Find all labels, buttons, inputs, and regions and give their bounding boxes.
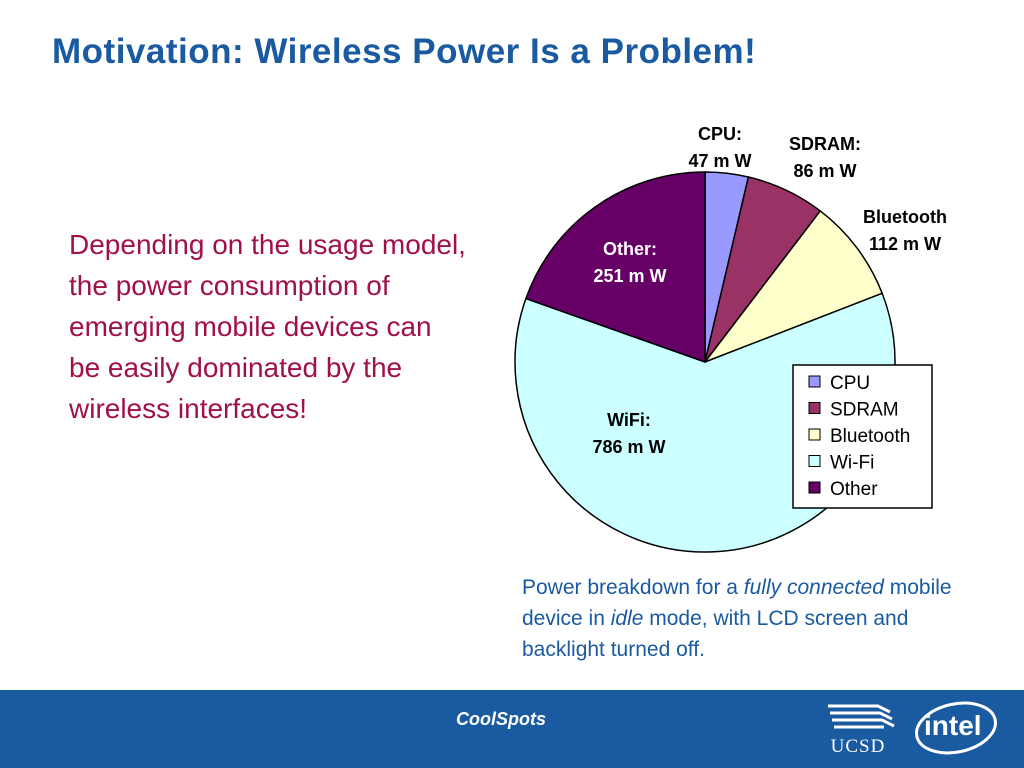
data-label-cpu: CPU: 47 m W bbox=[688, 124, 751, 171]
ucsd-text: UCSD bbox=[830, 736, 886, 757]
legend-label-bluetooth: Bluetooth bbox=[830, 426, 910, 447]
intel-logo: intel bbox=[912, 698, 1000, 758]
chart-legend: CPU SDRAM Bluetooth Wi-Fi Other bbox=[792, 364, 933, 509]
pie-slice-other bbox=[524, 171, 706, 364]
legend-swatch-other bbox=[808, 481, 821, 494]
ucsd-wave-icon bbox=[828, 704, 895, 729]
legend-swatch-cpu bbox=[808, 375, 821, 388]
legend-label-other: Other bbox=[830, 479, 878, 500]
legend-swatch-bluetooth bbox=[808, 428, 821, 441]
intel-swoosh-icon bbox=[915, 701, 997, 755]
legend-swatch-wi-fi bbox=[808, 455, 821, 467]
body-text: Depending on the usage model, the power … bbox=[69, 229, 466, 424]
legend-label-wi-fi: Wi-Fi bbox=[830, 453, 874, 474]
data-label-bluetooth: Bluetooth 112 m W bbox=[863, 207, 947, 254]
data-label-sdram: SDRAM: 86 m W bbox=[789, 134, 861, 181]
legend-label-sdram: SDRAM bbox=[830, 400, 899, 421]
footer-bar: CoolSpots UCSD intel bbox=[0, 690, 1024, 768]
slide-title: Motivation: Wireless Power Is a Problem! bbox=[52, 32, 757, 71]
footer-project-name: CoolSpots bbox=[456, 709, 546, 729]
chart-caption: Power breakdown for a fully connected mo… bbox=[522, 576, 952, 661]
intel-text: intel bbox=[924, 710, 982, 741]
pie-slice-bluetooth bbox=[702, 209, 884, 364]
data-label-other: Other: 251 m W bbox=[593, 239, 666, 286]
legend-swatch-sdram bbox=[808, 402, 821, 414]
data-label-wi-fi: WiFi: 786 m W bbox=[592, 410, 665, 457]
legend-label-cpu: CPU bbox=[830, 373, 870, 394]
ucsd-logo: UCSD bbox=[820, 700, 896, 760]
